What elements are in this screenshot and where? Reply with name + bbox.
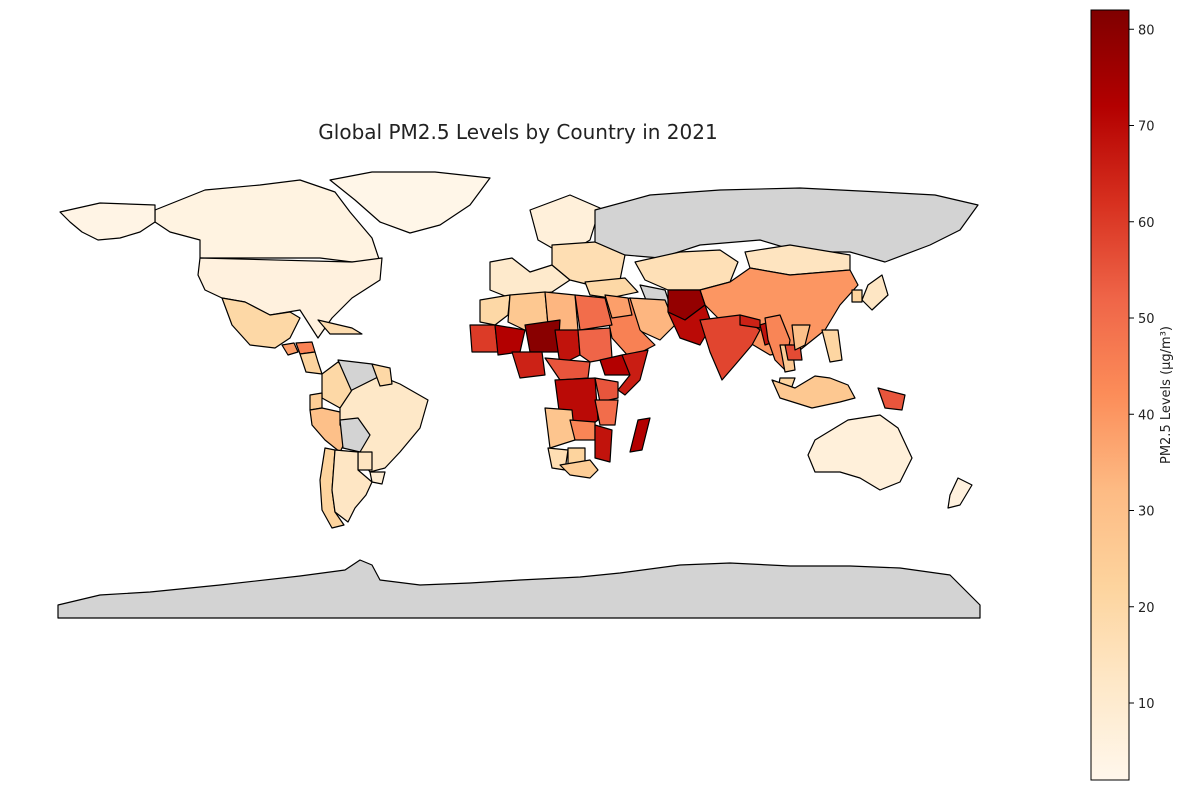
region-sudan xyxy=(577,327,613,363)
colorbar-tick-label: 80 xyxy=(1138,23,1155,38)
region-greenland xyxy=(329,171,491,234)
region-central-african-republic xyxy=(544,357,591,381)
region-alaska xyxy=(59,202,156,241)
region-ecuador xyxy=(309,392,323,411)
region-angola xyxy=(544,407,576,449)
region-bolivia xyxy=(339,417,371,453)
region-mali xyxy=(494,324,526,356)
region-guatemala xyxy=(281,342,299,356)
region-antarctica xyxy=(57,559,981,619)
colorbar-tick-label: 50 xyxy=(1138,312,1155,327)
colorbar-gradient xyxy=(1090,9,1130,781)
region-new-zealand xyxy=(947,477,973,509)
country-shapes xyxy=(57,171,981,619)
region-tanzania xyxy=(594,399,619,426)
region-iraq xyxy=(604,294,633,319)
region-morocco xyxy=(479,294,511,326)
region-papua-new-guinea xyxy=(877,387,906,411)
region-south-korea xyxy=(851,289,863,303)
region-japan xyxy=(861,274,889,311)
region-somalia xyxy=(617,349,649,396)
colorbar-tick-label: 40 xyxy=(1138,408,1155,423)
region-madagascar xyxy=(629,417,651,453)
region-uruguay xyxy=(369,471,386,485)
colorbar-tick-label: 10 xyxy=(1138,697,1155,712)
colorbar-tick-label: 30 xyxy=(1138,505,1155,520)
colorbar-tick-label: 70 xyxy=(1138,120,1155,135)
map-title: Global PM2.5 Levels by Country in 2021 xyxy=(318,120,718,144)
region-kenya xyxy=(594,377,619,403)
colorbar-tick-label: 20 xyxy=(1138,601,1155,616)
region-nepal xyxy=(739,314,761,329)
region-united-states xyxy=(197,257,383,339)
region-paraguay xyxy=(357,451,373,471)
region-zambia xyxy=(569,419,596,441)
region-mexico xyxy=(221,297,301,349)
region-nicaragua xyxy=(299,351,323,375)
region-niger xyxy=(524,319,561,353)
region-egypt xyxy=(574,294,613,331)
region-western-europe xyxy=(489,257,571,299)
region-mozambique xyxy=(594,424,613,463)
region-cuba xyxy=(317,319,363,335)
region-mauritania xyxy=(469,324,499,353)
region-south-africa xyxy=(559,459,599,479)
region-nigeria xyxy=(511,351,546,379)
region-guyana xyxy=(371,363,393,387)
region-vietnam xyxy=(791,324,811,351)
colorbar-label: PM2.5 Levels (µg/m³) xyxy=(1159,326,1174,464)
region-philippines xyxy=(821,329,843,363)
colorbar: 10 20 30 40 50 60 70 80 PM2.5 Levels (µg/m³) xyxy=(1090,9,1174,781)
region-argentina xyxy=(331,449,373,523)
region-indonesia xyxy=(771,375,856,409)
region-australia xyxy=(807,414,913,491)
region-turkey xyxy=(584,277,639,299)
colorbar-tick-label: 60 xyxy=(1138,216,1155,231)
